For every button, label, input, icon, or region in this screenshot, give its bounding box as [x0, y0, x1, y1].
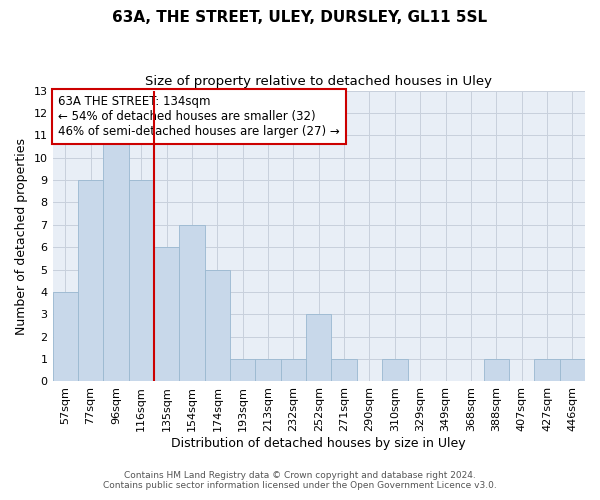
Bar [534, 359, 560, 382]
Bar [154, 247, 179, 382]
Text: 63A, THE STREET, ULEY, DURSLEY, GL11 5SL: 63A, THE STREET, ULEY, DURSLEY, GL11 5SL [112, 10, 488, 25]
Text: 63A THE STREET: 134sqm
← 54% of detached houses are smaller (32)
46% of semi-det: 63A THE STREET: 134sqm ← 54% of detached… [58, 95, 340, 138]
Bar [78, 180, 103, 382]
Bar [128, 180, 154, 382]
Bar [560, 359, 585, 382]
Bar [179, 225, 205, 382]
Bar [331, 359, 357, 382]
Bar [484, 359, 509, 382]
Bar [205, 270, 230, 382]
Bar [281, 359, 306, 382]
Y-axis label: Number of detached properties: Number of detached properties [15, 138, 28, 334]
Bar [382, 359, 407, 382]
X-axis label: Distribution of detached houses by size in Uley: Distribution of detached houses by size … [172, 437, 466, 450]
Bar [103, 136, 128, 382]
Title: Size of property relative to detached houses in Uley: Size of property relative to detached ho… [145, 75, 492, 88]
Bar [256, 359, 281, 382]
Bar [230, 359, 256, 382]
Text: Contains HM Land Registry data © Crown copyright and database right 2024.
Contai: Contains HM Land Registry data © Crown c… [103, 470, 497, 490]
Bar [53, 292, 78, 382]
Bar [306, 314, 331, 382]
